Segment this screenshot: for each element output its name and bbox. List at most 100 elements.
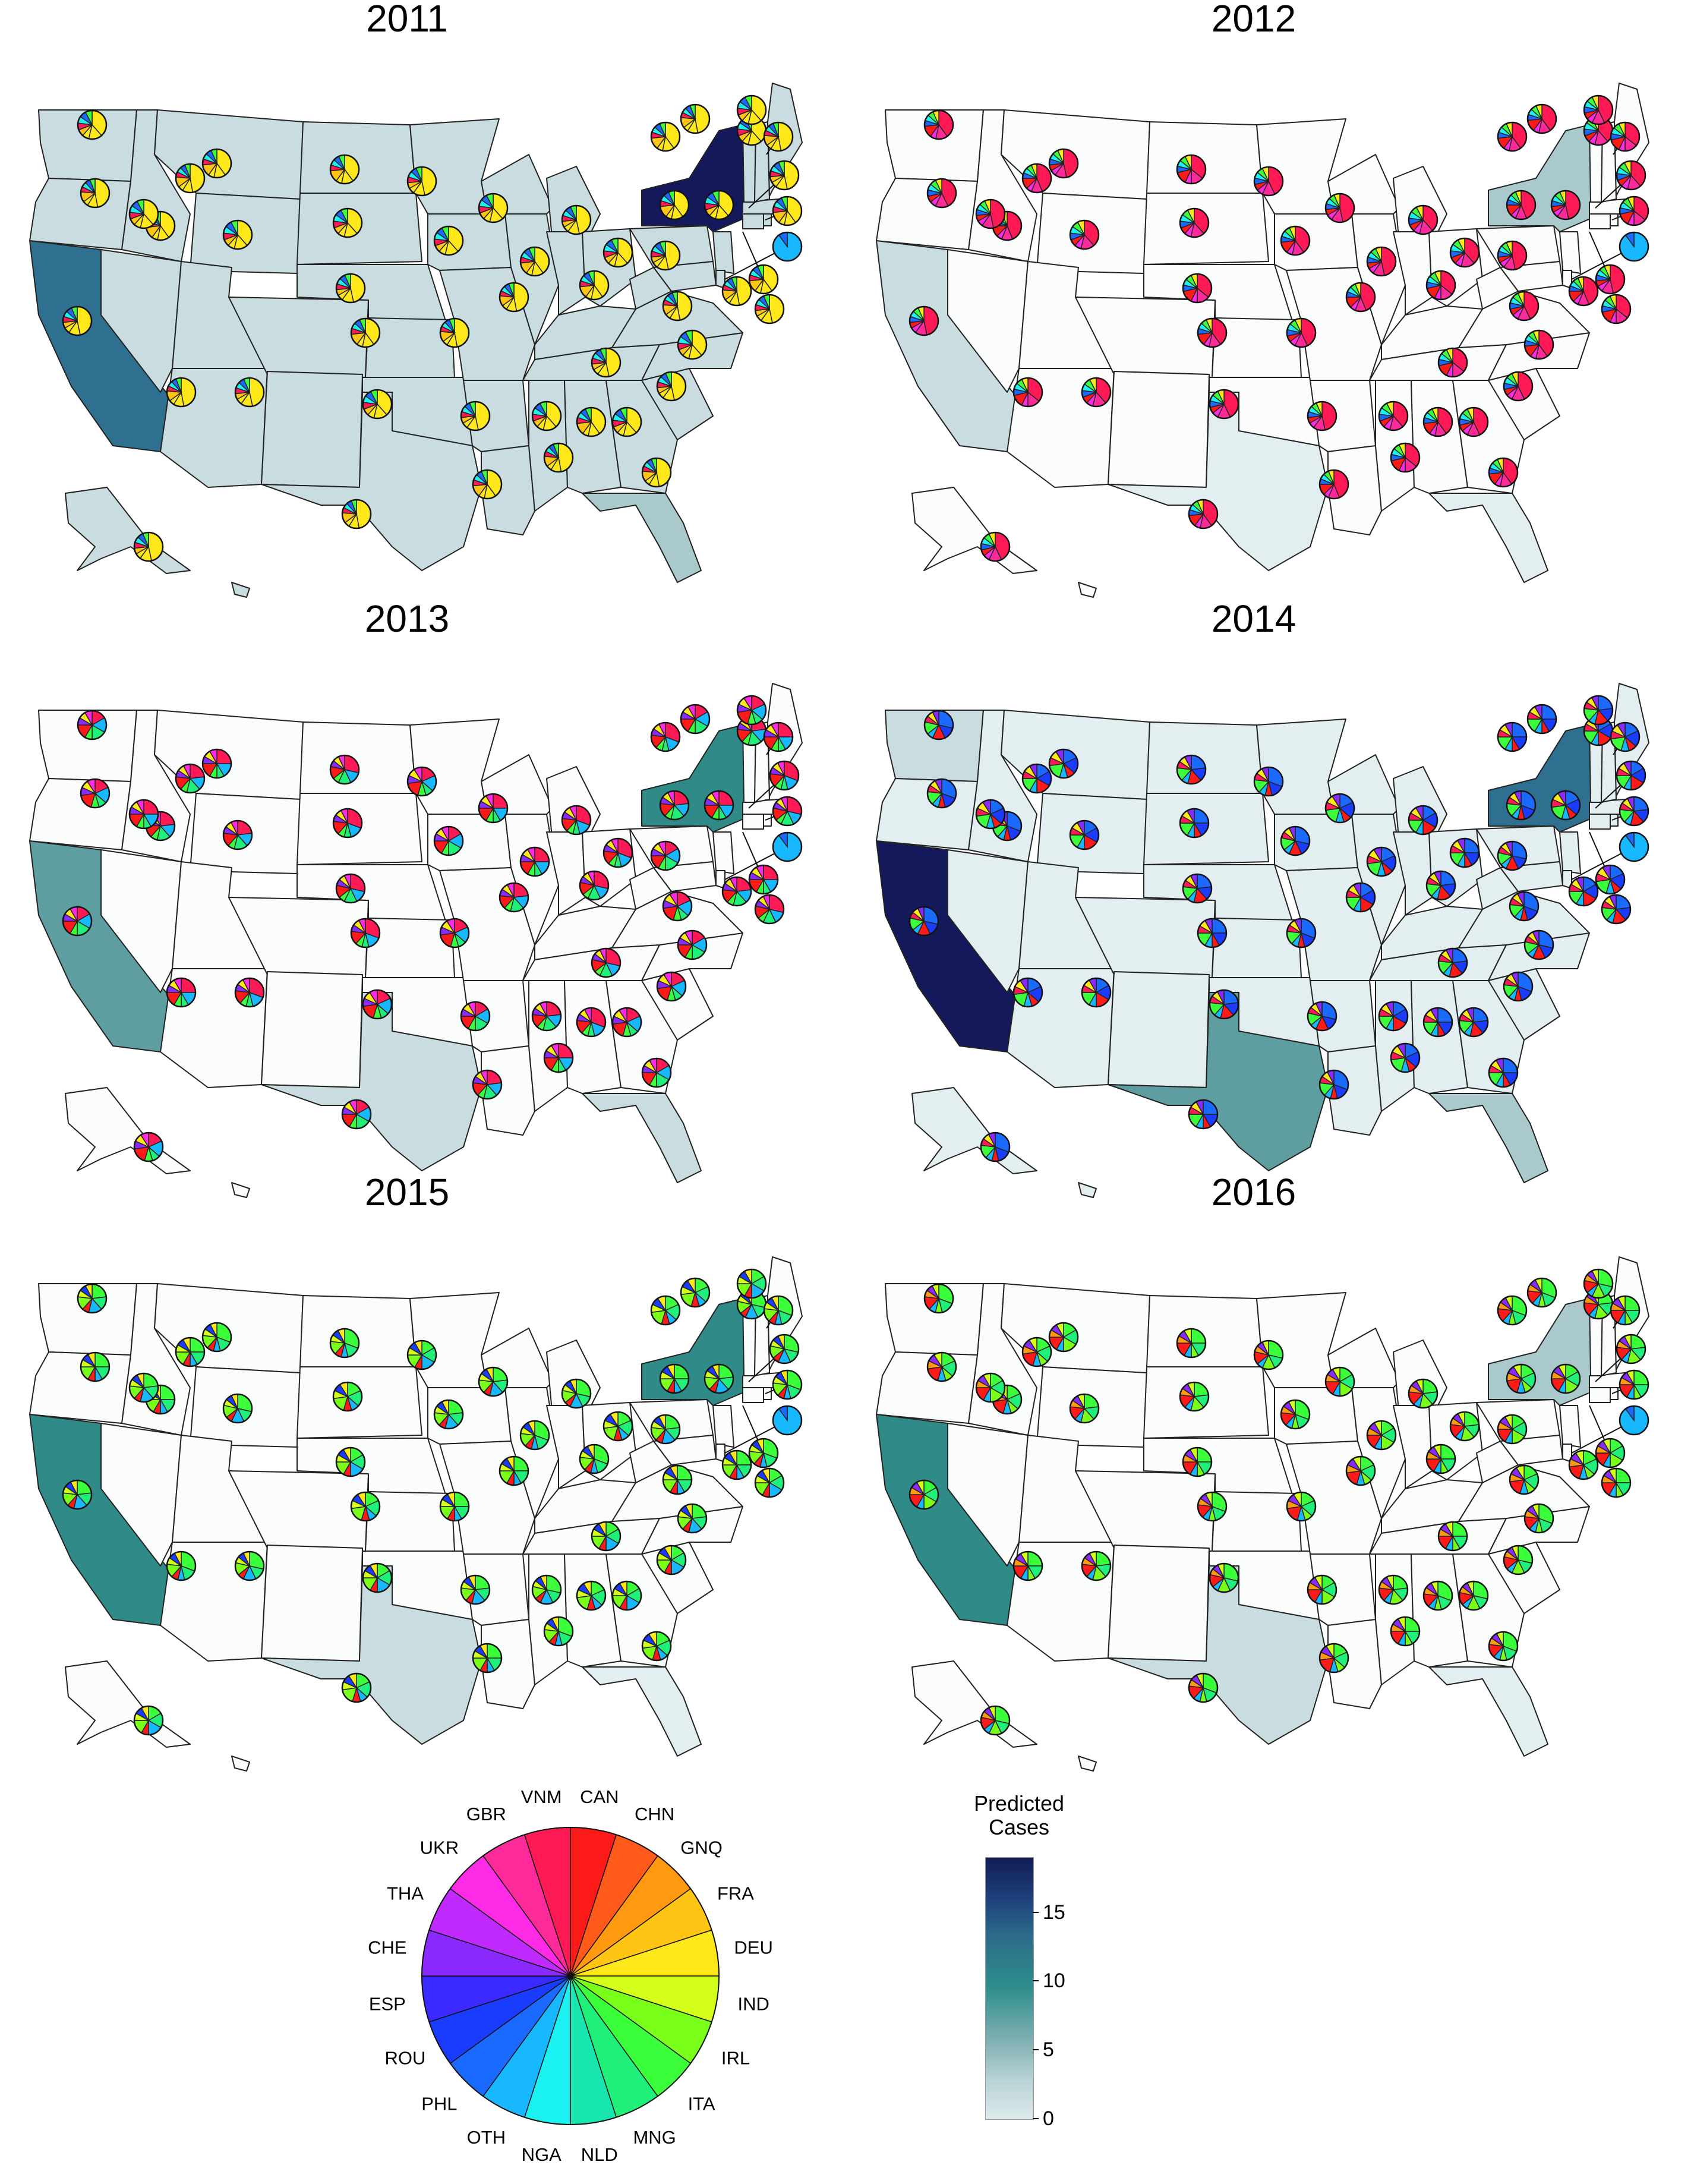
pie-outline xyxy=(1012,377,1043,408)
pie-outline xyxy=(1390,1042,1421,1073)
state-pie-chart xyxy=(1497,1295,1528,1326)
pie-outline xyxy=(1523,929,1554,960)
state-pie-chart xyxy=(1619,1369,1649,1400)
pie-outline xyxy=(133,1705,164,1736)
pie-outline xyxy=(772,196,803,226)
state-pie-chart xyxy=(576,406,607,437)
state-pie-chart xyxy=(1610,721,1641,752)
state-pie-chart xyxy=(908,906,939,937)
state-fl xyxy=(1428,1666,1548,1757)
pie-outline xyxy=(923,710,954,740)
state-pie-chart xyxy=(133,1705,164,1736)
panel-title: 2016 xyxy=(1211,1171,1296,1214)
state-pie-chart xyxy=(478,793,509,824)
pie-outline xyxy=(1390,442,1421,473)
state-pie-chart xyxy=(576,1580,607,1611)
pie-outline xyxy=(1610,121,1641,152)
us-map xyxy=(29,83,803,598)
pie-outline xyxy=(1449,237,1480,268)
pie-outline xyxy=(1523,329,1554,360)
pie-outline xyxy=(923,1283,954,1314)
pie-outline xyxy=(1021,763,1052,794)
pie-outline xyxy=(499,882,529,913)
state-pie-chart xyxy=(1616,760,1646,791)
colorbar-title-line1: Predicted xyxy=(973,1791,1065,1816)
pie-outline xyxy=(1583,695,1614,726)
state-pie-chart xyxy=(1048,1322,1079,1353)
state-pie-chart xyxy=(1345,882,1376,913)
pie-outline xyxy=(499,1455,529,1486)
state-pie-chart xyxy=(1503,371,1534,402)
state-pie-chart xyxy=(335,1446,366,1477)
state-pie-chart xyxy=(926,1351,957,1382)
state-pie-chart xyxy=(1209,989,1239,1020)
pie-outline xyxy=(1069,1393,1100,1424)
panel-title: 2011 xyxy=(366,0,448,40)
pie-outline xyxy=(704,1363,734,1394)
pie-outline xyxy=(460,1574,491,1605)
state-pie-chart xyxy=(1324,193,1355,223)
state-pie-chart xyxy=(1324,793,1355,824)
pie-outline xyxy=(1182,873,1213,904)
state-pie-chart xyxy=(133,1132,164,1162)
state-ak xyxy=(65,1660,191,1748)
pie-outline xyxy=(1526,103,1557,134)
state-pie-chart xyxy=(1523,929,1554,960)
pie-outline xyxy=(1601,1467,1632,1498)
state-ct xyxy=(742,1387,764,1403)
state-pie-chart xyxy=(175,1337,206,1367)
state-pie-chart xyxy=(1081,1550,1112,1581)
state-pie-chart xyxy=(1197,317,1228,348)
state-pie-chart xyxy=(166,977,197,1008)
pie-outline xyxy=(1176,754,1207,785)
state-pie-chart xyxy=(1307,401,1337,431)
state-pie-chart xyxy=(1595,1438,1626,1468)
state-pie-chart xyxy=(579,1444,610,1474)
state-ct xyxy=(742,213,764,229)
state-il xyxy=(504,814,559,946)
state-pie-chart xyxy=(1280,825,1311,856)
pie-outline xyxy=(478,793,509,824)
state-pie-chart xyxy=(62,906,93,937)
state-pie-chart xyxy=(769,160,800,191)
pie-outline xyxy=(591,947,622,978)
pie-outline xyxy=(406,1340,437,1370)
state-pie-chart xyxy=(543,1616,574,1647)
state-pie-chart xyxy=(1012,977,1043,1008)
pie-outline xyxy=(611,1007,642,1038)
state-pie-chart xyxy=(763,1295,794,1326)
state-pie-chart xyxy=(1497,240,1528,271)
pie-outline xyxy=(1619,796,1649,827)
pie-outline xyxy=(1526,704,1557,735)
state-pie-chart xyxy=(350,317,381,348)
state-hi xyxy=(231,582,250,598)
state-pie-chart xyxy=(650,721,681,752)
state-pie-chart xyxy=(736,695,767,726)
map-panel-2015: 2015 xyxy=(12,1171,803,1772)
pie-outline xyxy=(1497,1414,1528,1445)
pie-outline xyxy=(543,1616,574,1647)
pie-outline xyxy=(350,317,381,348)
pie-outline xyxy=(128,1372,159,1403)
state-pie-chart xyxy=(433,225,464,256)
pie-outline xyxy=(1188,499,1219,530)
state-pie-chart xyxy=(736,94,767,125)
state-il xyxy=(504,213,559,345)
pie-outline xyxy=(62,305,93,336)
state-pie-chart xyxy=(1318,1069,1349,1100)
state-pie-chart xyxy=(1583,1268,1614,1299)
pie-outline xyxy=(1280,1399,1311,1430)
state-pie-chart xyxy=(1619,231,1649,262)
state-pie-chart xyxy=(659,190,690,220)
state-pie-chart xyxy=(748,1438,779,1468)
pie-outline xyxy=(656,971,687,1002)
pie-outline xyxy=(1497,121,1528,152)
us-map xyxy=(29,1256,803,1772)
state-nv xyxy=(100,249,182,393)
pie-outline xyxy=(1408,204,1439,235)
map-panel-2013: 2013 xyxy=(12,597,803,1198)
panel-title: 2012 xyxy=(1211,0,1296,40)
state-pie-chart xyxy=(1188,499,1219,530)
predicted-cases-colorbar: Predicted Cases 15 10 5 0 xyxy=(957,1791,1111,2131)
pie-outline xyxy=(1345,282,1376,313)
